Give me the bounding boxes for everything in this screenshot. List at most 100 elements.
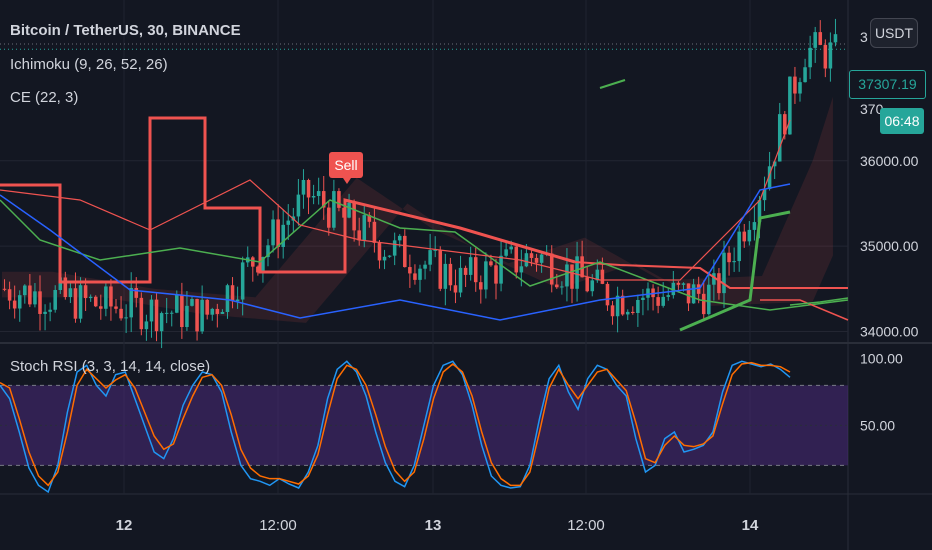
candle-body [707,284,711,315]
candle-body [651,288,655,298]
candle-body [636,299,640,314]
candle-body [570,264,574,289]
price-tick-label: 35000.00 [860,238,919,254]
candle-body [23,285,27,296]
candle-body [53,290,57,310]
symbol-title[interactable]: Bitcoin / TetherUS, 30, BINANCE [10,22,241,39]
candle-body [499,255,503,284]
countdown-badge: 06:48 [880,108,924,134]
candle-body [590,280,595,292]
candle-body [631,311,635,314]
candle-body [676,282,681,285]
candle-body [225,285,230,312]
candle-body [539,254,544,263]
candle-body [190,299,194,306]
candle-body [362,215,367,241]
stoch-rsi-legend[interactable]: Stoch RSI (3, 3, 14, 14, close) [10,358,211,375]
candle-body [296,194,301,217]
candle-body [367,215,372,222]
currency-button[interactable]: USDT [870,18,918,48]
candle-body [671,282,676,296]
ce-legend[interactable]: CE (22, 3) [10,89,79,106]
candle-body [737,231,741,262]
candle-body [646,288,650,298]
candle-body [747,229,752,242]
candle-body [489,261,493,266]
candle-body [666,295,671,297]
candle-body [722,252,726,294]
candle-body [321,191,326,208]
candle-body [823,44,828,69]
candle-body [316,191,321,197]
candle-body [610,305,615,317]
candle-body [560,286,564,288]
candle-body [433,249,437,251]
candle-body [813,32,817,48]
candle-body [215,308,220,314]
candle-body [696,284,701,294]
chandelier-exit-long [679,210,791,332]
candle-body [600,269,605,284]
candle-body [529,253,534,258]
ichimoku-legend[interactable]: Ichimoku (9, 26, 52, 26) [10,56,168,73]
candle-body [7,289,12,301]
candle-body [788,76,792,135]
candle-body [332,191,336,228]
candle-body [605,283,610,306]
candle-body [742,231,747,242]
candle-body [276,219,280,247]
candle-body [777,114,782,162]
candle-body [210,308,215,315]
candle-body [149,299,154,322]
candle-body [12,300,17,309]
candle-body [311,196,316,198]
stoch-tick-label: 50.00 [860,417,895,433]
candle-body [104,286,108,309]
candle-body [195,299,199,332]
candle-body [28,285,32,305]
candle-body [701,293,706,315]
candle-body [565,264,569,287]
candle-body [392,240,397,256]
candle-body [144,321,149,330]
last-price-badge: 37307.19 [849,70,926,99]
candle-body [443,263,448,289]
candle-body [757,200,762,223]
candle-body [595,269,600,281]
candle-body [175,294,179,313]
candle-body [752,222,757,230]
candle-body [38,291,42,314]
candle-body [504,249,508,256]
candle-body [235,299,240,302]
span-a-right [789,297,849,306]
candle-body [712,273,716,285]
candle-body [413,273,417,280]
time-tick-label: 12 [116,517,133,534]
candle-body [818,32,823,45]
candle-body [585,277,589,292]
candle-body [681,283,686,285]
candle-body [519,266,524,273]
candle-body [83,285,88,299]
candle-body [717,273,721,294]
candle-body [403,235,407,268]
candle-body [43,311,47,314]
candle-body [185,305,189,328]
chandelier-exit-short [0,116,576,284]
candle-body [205,299,209,315]
candle-body [833,34,838,43]
candle-body [129,288,133,318]
candle-body [691,284,696,304]
candle-body [382,256,387,261]
candle-body [357,230,361,241]
stoch-tick-label: 100.00 [860,351,903,367]
candle-body [803,67,807,83]
candle-body [479,282,483,290]
candle-body [534,257,539,263]
candle-body [575,256,579,289]
candle-body [220,311,225,314]
candle-body [762,188,767,201]
candle-body [686,283,691,304]
candle-body [828,42,833,69]
